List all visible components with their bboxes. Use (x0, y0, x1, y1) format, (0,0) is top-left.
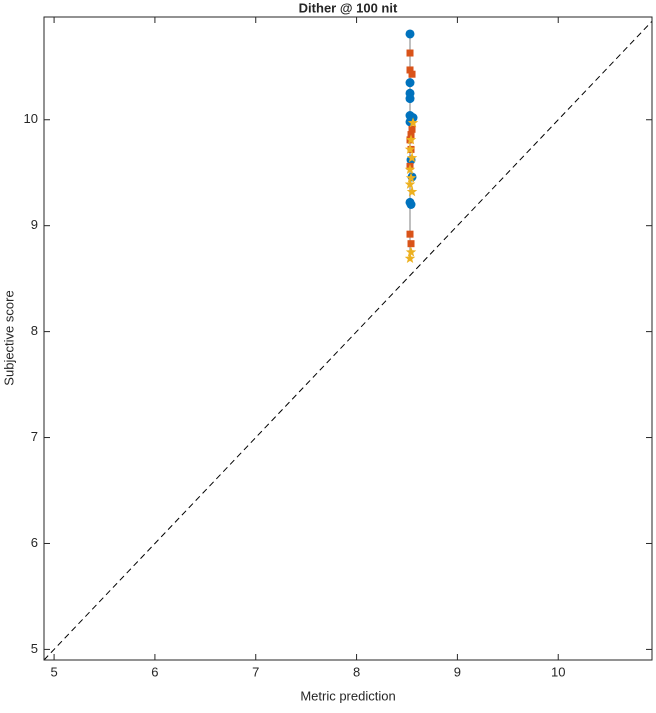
y-tick-label: 5 (31, 641, 38, 656)
point (408, 70, 416, 78)
plot-frame (43, 16, 653, 661)
point (407, 117, 419, 128)
point (406, 230, 414, 238)
point (405, 134, 417, 145)
point (405, 94, 415, 104)
point (406, 152, 418, 163)
point (405, 172, 417, 183)
point (404, 178, 416, 189)
point (406, 199, 416, 209)
y-tick-label: 9 (31, 217, 38, 232)
point (405, 78, 415, 88)
x-tick-label: 9 (454, 664, 461, 679)
x-tick-label: 6 (151, 664, 158, 679)
x-tick-label: 10 (551, 664, 565, 679)
y-tick-label: 7 (31, 429, 38, 444)
x-axis-label: Metric prediction (300, 688, 395, 703)
y-axis-label: Subjective score (1, 290, 16, 385)
x-tick-label: 7 (252, 664, 259, 679)
point (406, 66, 414, 74)
point (405, 246, 417, 257)
x-tick-label: 8 (353, 664, 360, 679)
point (407, 240, 415, 248)
point (404, 253, 416, 263)
point (408, 125, 416, 133)
x-tick-label: 5 (50, 664, 57, 679)
y-tick-label: 10 (24, 111, 38, 126)
y-tick-label: 6 (31, 535, 38, 550)
point (406, 49, 414, 57)
reference-line (43, 20, 653, 661)
point (404, 143, 416, 154)
point (405, 29, 415, 39)
chart-title: Dither @ 100 nit (299, 0, 398, 15)
point (404, 164, 416, 174)
point (406, 186, 418, 197)
y-tick-label: 8 (31, 323, 38, 338)
